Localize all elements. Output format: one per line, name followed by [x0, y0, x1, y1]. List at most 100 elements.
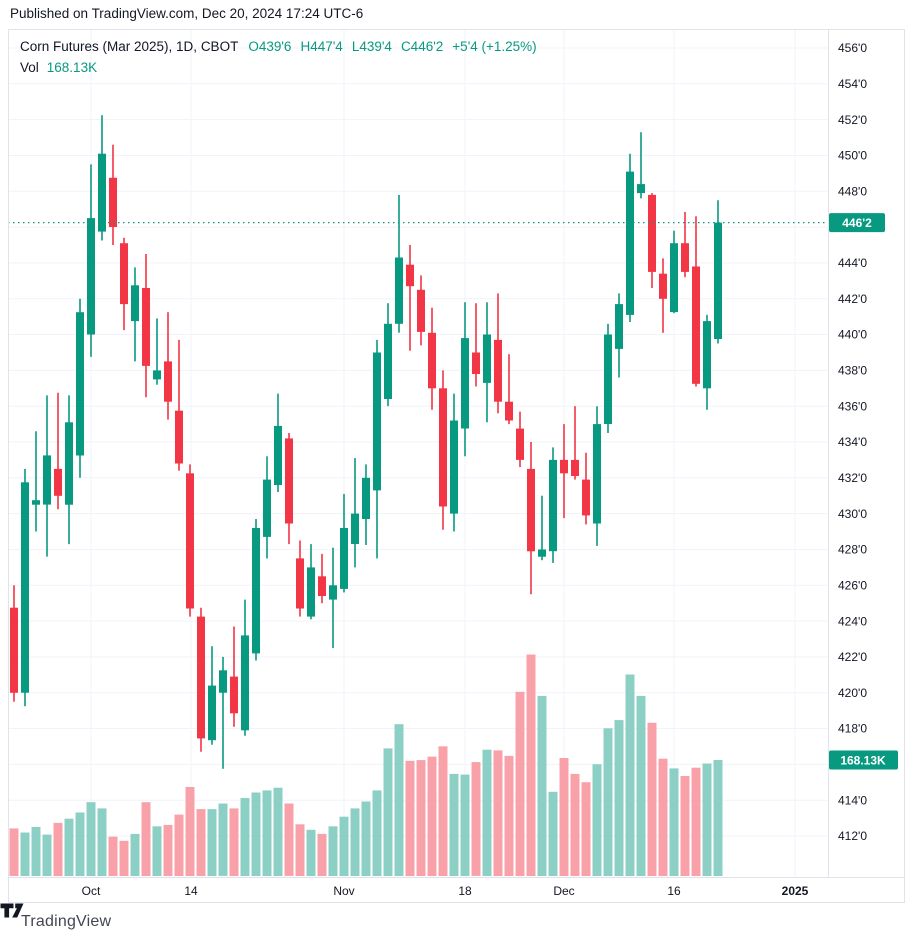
- candle-body: [329, 585, 337, 600]
- candle-body: [472, 352, 480, 374]
- volume-bar: [20, 832, 30, 876]
- symbol-title: Corn Futures (Mar 2025), 1D, CBOT: [20, 39, 239, 54]
- volume-bar: [306, 829, 316, 876]
- volume-bar: [174, 814, 184, 876]
- time-tick-label: 16: [667, 884, 681, 898]
- tradingview-logo-link[interactable]: TradingView: [0, 903, 111, 931]
- candle-body: [560, 459, 568, 474]
- candle-body: [307, 567, 315, 617]
- horizontal-gridlines: [8, 47, 828, 837]
- price-tick-label: 420'0: [838, 686, 867, 700]
- volume-bar: [394, 724, 404, 876]
- time-tick-label: Oct: [82, 884, 101, 898]
- candle-body: [32, 500, 40, 505]
- volume-bar: [284, 803, 294, 876]
- volume-bar: [317, 833, 327, 876]
- volume-bar: [592, 764, 602, 876]
- candle-body: [186, 473, 194, 609]
- volume-bar: [713, 760, 723, 876]
- candle-body: [274, 425, 282, 485]
- svg-text:168.13K: 168.13K: [840, 753, 886, 767]
- volume-bar: [504, 755, 514, 876]
- candle-body: [659, 273, 667, 299]
- volume-bar: [636, 695, 646, 876]
- candle-body: [373, 352, 381, 491]
- time-tick-label: Dec: [553, 884, 574, 898]
- candle-body: [164, 361, 172, 402]
- candle-body: [76, 312, 84, 456]
- time-tick-label: 18: [458, 884, 472, 898]
- volume-badge: 168.13K: [829, 750, 898, 770]
- volume-bar: [64, 818, 74, 876]
- price-tick-label: 450'0: [838, 149, 867, 163]
- candle-body: [351, 513, 359, 544]
- price-tick-label: 436'0: [838, 399, 867, 413]
- volume-bar: [119, 840, 129, 876]
- volume-bar: [262, 790, 272, 876]
- volume-bar: [240, 798, 250, 876]
- candle-body: [54, 468, 62, 496]
- volume-bar: [625, 674, 635, 876]
- candle-body: [263, 479, 271, 537]
- volume-bar: [108, 836, 118, 876]
- price-tick-label: 434'0: [838, 435, 867, 449]
- candle-body: [461, 338, 469, 429]
- volume-bar: [163, 824, 173, 876]
- candle-body: [21, 482, 29, 693]
- volume-bar: [416, 760, 426, 876]
- volume-label: Vol: [20, 60, 39, 75]
- candle-body: [98, 153, 106, 232]
- volume-bar: [97, 808, 107, 876]
- volume-bar: [669, 768, 679, 876]
- volume-bar: [438, 746, 448, 876]
- price-chart[interactable]: 456'0 454'0 452'0 450'0 448'0 444'0 442'0 440'0…: [0, 28, 916, 903]
- candle-body: [153, 370, 161, 380]
- candle-body: [318, 576, 326, 596]
- price-tick-label: 426'0: [838, 579, 867, 593]
- candle-body: [439, 388, 447, 507]
- volume-bar: [361, 801, 371, 876]
- price-axis[interactable]: 456'0 454'0 452'0 450'0 448'0 444'0 442'0 440'0…: [838, 41, 867, 843]
- volume-value: 168.13K: [46, 60, 98, 75]
- time-axis[interactable]: Oct 14 Nov 18 Dec 16 2025: [82, 884, 809, 898]
- volume-bar: [229, 808, 239, 876]
- candle-body: [285, 438, 293, 524]
- candle-body: [120, 243, 128, 305]
- candle-body: [681, 243, 689, 272]
- volume-bar: [581, 782, 591, 876]
- candle-body: [230, 676, 238, 714]
- ohlc-change: +5'4 (+1.25%): [452, 39, 537, 54]
- candle-body: [670, 243, 678, 313]
- volume-bar: [130, 833, 140, 876]
- volume-bar: [152, 826, 162, 876]
- price-tick-label: 412'0: [838, 829, 867, 843]
- price-tick-label: 430'0: [838, 507, 867, 521]
- volume-bar: [339, 816, 349, 876]
- volume-bar: [526, 654, 536, 876]
- price-tick-label: 414'0: [838, 793, 867, 807]
- time-tick-label: 2025: [782, 884, 809, 898]
- candle-body: [527, 468, 535, 552]
- candle-body: [395, 257, 403, 324]
- volume-bar: [471, 762, 481, 876]
- candle-body: [571, 459, 579, 476]
- candle-body: [428, 332, 436, 389]
- last-price-badge: 446'2: [829, 213, 885, 233]
- candle-body: [450, 420, 458, 514]
- volume-bar: [658, 758, 668, 876]
- volume-bar: [31, 827, 41, 876]
- price-tick-label: 422'0: [838, 650, 867, 664]
- candle-body: [494, 339, 502, 402]
- volume-bar: [614, 720, 624, 876]
- price-tick-label: 432'0: [838, 471, 867, 485]
- svg-text:446'2: 446'2: [842, 216, 872, 230]
- price-tick-label: 456'0: [838, 41, 867, 55]
- volume-bar: [75, 812, 85, 876]
- volume-bar: [460, 774, 470, 876]
- volume-bar: [405, 760, 415, 876]
- candle-body: [362, 477, 370, 519]
- candle-body: [549, 459, 557, 552]
- candle-body: [175, 410, 183, 464]
- price-tick-label: 438'0: [838, 364, 867, 378]
- candle-body: [417, 289, 425, 332]
